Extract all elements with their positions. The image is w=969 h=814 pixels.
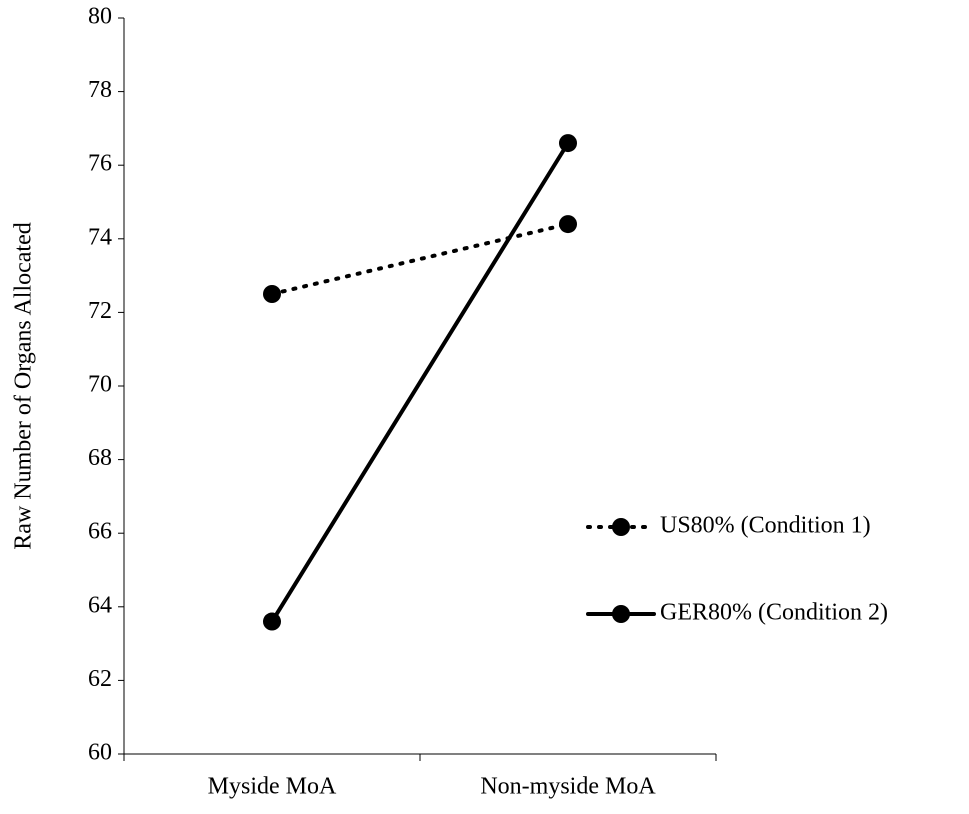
legend-label: US80% (Condition 1) [660,513,871,539]
y-tick-label: 72 [88,298,112,324]
data-point [559,134,577,153]
x-tick-label: Myside MoA [208,774,337,800]
y-tick-label: 62 [88,666,112,692]
series-line [270,222,570,296]
y-tick-label: 74 [88,224,112,250]
data-point [559,215,577,234]
series-line [270,141,570,624]
y-tick-label: 80 [88,4,112,30]
y-tick-label: 68 [88,445,112,471]
x-tick-label: Non-myside MoA [480,774,656,800]
y-tick-label: 78 [88,77,112,103]
y-tick-label: 64 [88,592,112,618]
y-axis-title: Raw Number of Organs Allocated [11,222,37,549]
y-tick-label: 60 [88,740,112,766]
legend-label: GER80% (Condition 2) [660,600,888,626]
y-tick-label: 66 [88,519,112,545]
legend-marker [612,605,630,623]
y-tick-label: 76 [88,151,112,177]
y-tick-label: 70 [88,372,112,398]
data-point [263,285,281,303]
legend-marker [612,518,630,536]
data-point [263,612,281,631]
